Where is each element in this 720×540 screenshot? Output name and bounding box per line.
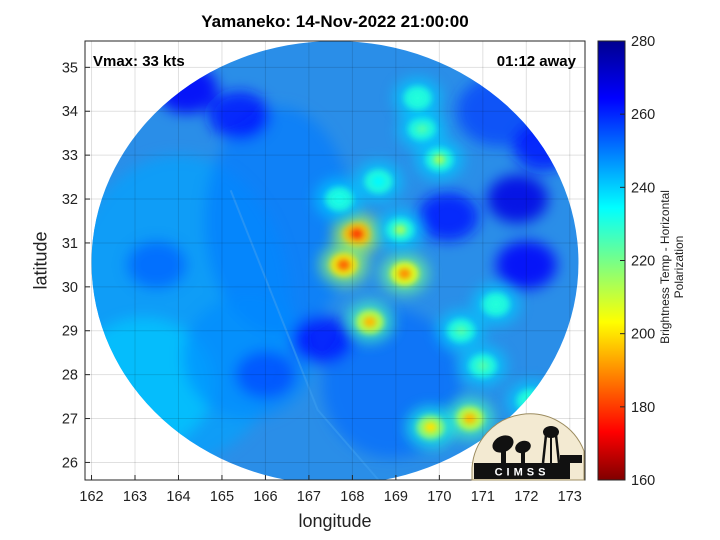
x-tick-label: 165 [210, 489, 234, 505]
y-ticks: 26 27 28 29 30 31 32 33 34 35 [62, 60, 90, 471]
x-tick-label: 166 [253, 489, 277, 505]
y-tick-label: 28 [62, 368, 78, 384]
axes-frame [84, 40, 586, 481]
y-tick-label: 29 [62, 324, 78, 340]
warm-feature [235, 350, 296, 399]
cold-feature [406, 406, 455, 448]
y-tick-label: 30 [62, 280, 78, 296]
swath-field [204, 106, 353, 336]
colorbar-tick-label: 180 [631, 400, 655, 416]
chart-title: Yamaneko: 14-Nov-2022 21:00:00 [201, 12, 469, 31]
cold-feature [398, 108, 446, 150]
logo-text: CIMSS [495, 467, 550, 479]
y-tick-label: 31 [62, 236, 78, 252]
y-tick-label: 32 [62, 192, 78, 208]
warm-feature [487, 174, 549, 224]
vmax-label: Vmax: 33 kts [93, 53, 185, 70]
colorbar-label: Brightness Temp - Horizontal Polarizatio… [658, 190, 686, 344]
y-tick-label: 34 [62, 104, 78, 120]
cold-feature [415, 139, 464, 181]
warm-feature [291, 315, 353, 364]
x-tick-label: 164 [166, 489, 190, 505]
x-tick-label: 163 [123, 489, 147, 505]
colorbar-tick-label: 200 [631, 327, 655, 343]
colorbar-tick-label: 260 [631, 107, 655, 123]
warm-feature [495, 240, 557, 290]
cold-feature [354, 160, 403, 203]
colorbar-tick-label: 160 [631, 473, 655, 489]
warm-feature [126, 240, 188, 290]
warm-feature [208, 91, 270, 140]
cold-feature [315, 178, 364, 220]
cold-feature [471, 283, 520, 325]
cold-feature [376, 209, 425, 251]
cimss-logo: CIMSS [471, 413, 585, 481]
colorbar-tick-label: 220 [631, 254, 655, 270]
x-tick-label: 170 [427, 489, 451, 505]
x-axis-label: longitude [298, 511, 372, 531]
x-tick-label: 168 [340, 489, 364, 505]
y-tick-label: 26 [62, 455, 78, 471]
cold-feature [458, 345, 507, 387]
x-tick-label: 167 [297, 489, 321, 505]
cold-feature [319, 244, 368, 286]
x-tick-label: 173 [558, 489, 582, 505]
cold-feature [437, 310, 485, 352]
x-tick-label: 172 [514, 489, 538, 505]
x-tick-label: 171 [471, 489, 495, 505]
x-tick-label: 169 [384, 489, 408, 505]
colorbar-tick-label: 240 [631, 180, 655, 196]
time-away-label: 01:12 away [496, 53, 576, 70]
cold-feature [445, 398, 494, 440]
y-tick-label: 35 [62, 60, 78, 76]
y-axis-label: latitude [30, 231, 51, 290]
colorbar-ticks: 160 180 200 220 240 260 280 [620, 34, 655, 489]
cold-feature [393, 77, 442, 119]
y-tick-label: 33 [62, 148, 78, 164]
warm-feature [417, 192, 479, 241]
cold-feature [345, 301, 394, 343]
x-ticks: 162 163 164 165 166 167 168 169 170 171 172 173 [79, 475, 582, 505]
cold-feature [380, 253, 429, 295]
colorbar-tick-label: 280 [631, 34, 655, 50]
grid [85, 41, 585, 480]
x-tick-label: 162 [79, 489, 103, 505]
y-tick-label: 27 [62, 412, 78, 428]
